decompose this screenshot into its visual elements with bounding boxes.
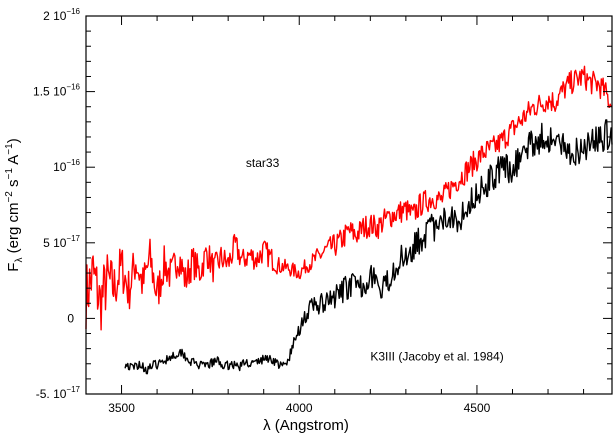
y-tick-label: 1.5 10−16 [33,83,80,99]
annotation-1: star33 [246,156,280,170]
axes-layer [86,16,612,394]
y-tick-label: 2 10−16 [43,7,80,23]
series-line-2 [125,120,612,374]
plot-frame [86,16,612,394]
x-tick-label: 4000 [286,401,313,415]
y-tick-label: 0 [67,311,74,325]
y-tick-label: 10−16 [53,158,80,174]
x-axis-label: λ (Angstrom) [263,417,349,434]
annotation-2: K3III (Jacoby et al. 1984) [370,350,503,364]
x-tick-label: 4500 [464,401,491,415]
y-tick-label: -5. 10−17 [36,385,81,401]
y-axis-label: Fλ (erg cm−2 s−1 A−1) [4,138,25,271]
x-tick-label: 3500 [108,401,135,415]
y-tick-label: 5 10−17 [43,234,80,250]
series-layer [86,66,612,373]
